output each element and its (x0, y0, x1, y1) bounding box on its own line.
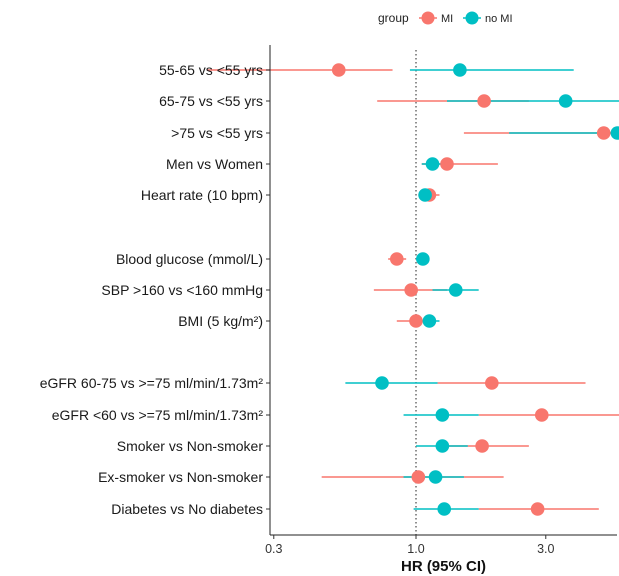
legend-title: group (378, 11, 409, 25)
point-no-mi (437, 502, 452, 516)
point-mi (440, 157, 454, 171)
x-tick-label: 0.3 (265, 542, 282, 556)
point-no-mi (435, 439, 450, 453)
point-no-mi (435, 408, 450, 422)
point-mi (475, 439, 489, 453)
y-label: Smoker vs Non-smoker (117, 438, 264, 454)
legend-label-mi: MI (441, 13, 453, 25)
point-no-mi (558, 94, 573, 108)
point-mi (477, 94, 491, 108)
point-no-mi (610, 126, 619, 140)
point-mi (404, 283, 418, 297)
legend: group MI no MI (378, 11, 513, 25)
point-no-mi (418, 188, 432, 202)
plot-area (206, 50, 619, 535)
point-mi (390, 252, 404, 266)
y-label: Ex-smoker vs Non-smoker (98, 469, 263, 485)
y-axis-labels: 55-65 vs <55 yrs 65-75 vs <55 yrs >75 vs <… (40, 62, 270, 517)
point-no-mi (428, 470, 443, 484)
y-label: Diabetes vs No diabetes (111, 501, 263, 517)
y-label: Heart rate (10 bpm) (141, 187, 263, 203)
point-no-mi (425, 157, 440, 171)
y-label: Men vs Women (166, 156, 263, 172)
point-mi (596, 126, 611, 140)
point-mi (409, 314, 423, 328)
x-axis: 0.31.03.010.0HR (95% CI) (265, 45, 617, 575)
point-no-mi (422, 314, 437, 328)
y-label: 55-65 vs <55 yrs (159, 62, 263, 78)
point-mi (530, 502, 545, 516)
y-label: BMI (5 kg/m²) (178, 313, 263, 329)
y-label: eGFR <60 vs >=75 ml/min/1.73m² (52, 407, 264, 423)
y-label: >75 vs <55 yrs (171, 125, 263, 141)
point-no-mi (416, 252, 430, 266)
point-mi (411, 470, 426, 484)
x-tick-label: 3.0 (537, 542, 554, 556)
point-no-mi (375, 376, 389, 390)
y-label: SBP >160 vs <160 mmHg (101, 282, 263, 298)
y-label: Blood glucose (mmol/L) (116, 251, 263, 267)
y-label: eGFR 60-75 vs >=75 ml/min/1.73m² (40, 375, 264, 391)
point-mi (534, 408, 549, 422)
legend-marker-no-mi (465, 11, 479, 25)
legend-marker-mi (421, 11, 435, 25)
point-no-mi (448, 283, 463, 297)
x-axis-title: HR (95% CI) (401, 558, 486, 575)
x-tick-label: 1.0 (407, 542, 424, 556)
point-mi (485, 376, 499, 390)
point-mi (331, 63, 346, 77)
legend-label-no-mi: no MI (485, 13, 513, 25)
point-no-mi (453, 63, 467, 77)
y-label: 65-75 vs <55 yrs (159, 93, 263, 109)
